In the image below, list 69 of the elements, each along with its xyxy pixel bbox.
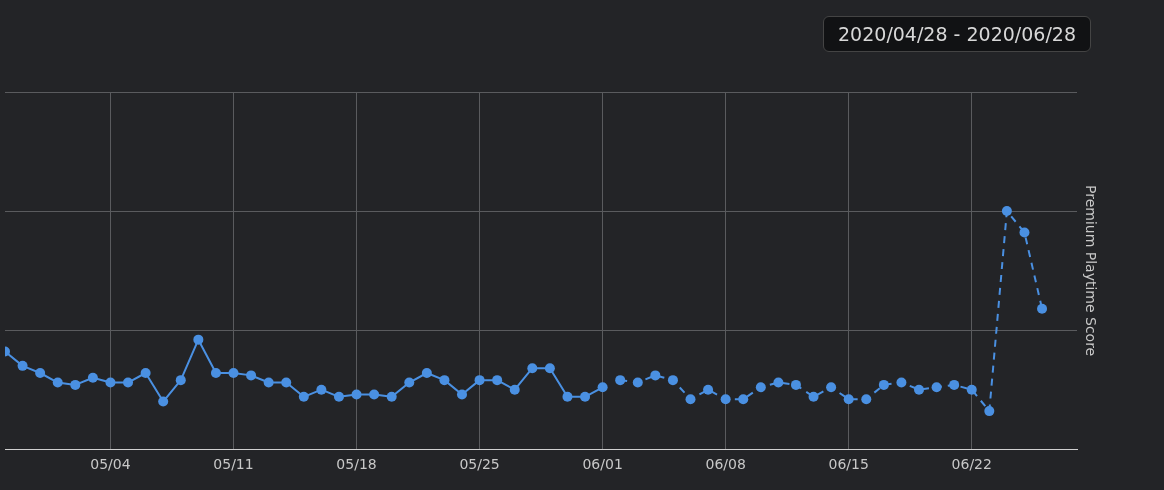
point xyxy=(228,368,239,378)
point xyxy=(421,368,432,378)
point xyxy=(70,379,81,390)
point xyxy=(1001,206,1012,217)
point xyxy=(562,391,573,402)
point xyxy=(457,389,467,400)
point xyxy=(439,375,450,386)
point xyxy=(931,382,942,393)
point xyxy=(17,360,28,371)
point xyxy=(52,377,63,388)
point xyxy=(386,391,397,402)
chart-title: 2020/04/28 - 2020/06/28 xyxy=(823,16,1091,52)
point xyxy=(632,377,643,388)
point xyxy=(105,377,116,388)
point xyxy=(140,368,151,378)
point xyxy=(175,375,186,386)
x-tick-label: 06/08 xyxy=(705,456,746,473)
point xyxy=(263,377,274,388)
point xyxy=(35,368,46,378)
x-tick-label: 05/18 xyxy=(336,456,377,473)
point xyxy=(1019,227,1030,238)
point xyxy=(527,363,538,374)
point xyxy=(685,394,696,405)
point xyxy=(667,375,678,386)
point xyxy=(861,394,872,405)
point xyxy=(193,334,204,345)
x-tick-label: 06/22 xyxy=(951,456,992,473)
point xyxy=(615,375,626,386)
point xyxy=(984,406,995,417)
point xyxy=(826,382,837,393)
x-tick-label: 06/01 xyxy=(582,456,623,473)
point xyxy=(650,370,661,381)
point xyxy=(492,375,503,386)
point xyxy=(703,384,714,395)
point xyxy=(790,379,801,390)
x-tick-label: 05/04 xyxy=(90,456,131,473)
point xyxy=(404,377,415,388)
point xyxy=(369,389,380,400)
point xyxy=(843,394,854,405)
point xyxy=(914,384,925,395)
point xyxy=(123,377,134,388)
point xyxy=(210,368,221,378)
point xyxy=(333,391,344,402)
x-tick-label: 06/15 xyxy=(828,456,869,473)
point xyxy=(158,396,169,407)
point xyxy=(281,377,292,388)
point xyxy=(351,389,362,400)
point xyxy=(896,377,907,388)
point xyxy=(878,379,889,390)
point xyxy=(246,370,257,381)
point xyxy=(738,394,749,405)
point xyxy=(580,391,591,402)
y-axis-title: Premium Playtime Score xyxy=(1082,184,1099,357)
point xyxy=(316,384,327,395)
point xyxy=(966,384,977,395)
point xyxy=(1037,303,1048,314)
x-tick-label: 05/25 xyxy=(459,456,500,473)
point xyxy=(474,375,485,386)
point xyxy=(509,384,520,395)
point xyxy=(87,372,98,383)
point xyxy=(808,391,819,402)
point xyxy=(544,363,555,374)
point xyxy=(773,377,784,388)
point xyxy=(949,379,960,390)
point xyxy=(597,382,608,393)
point xyxy=(298,391,309,402)
point xyxy=(720,394,731,405)
point xyxy=(755,382,766,393)
x-tick-label: 05/11 xyxy=(213,456,254,473)
